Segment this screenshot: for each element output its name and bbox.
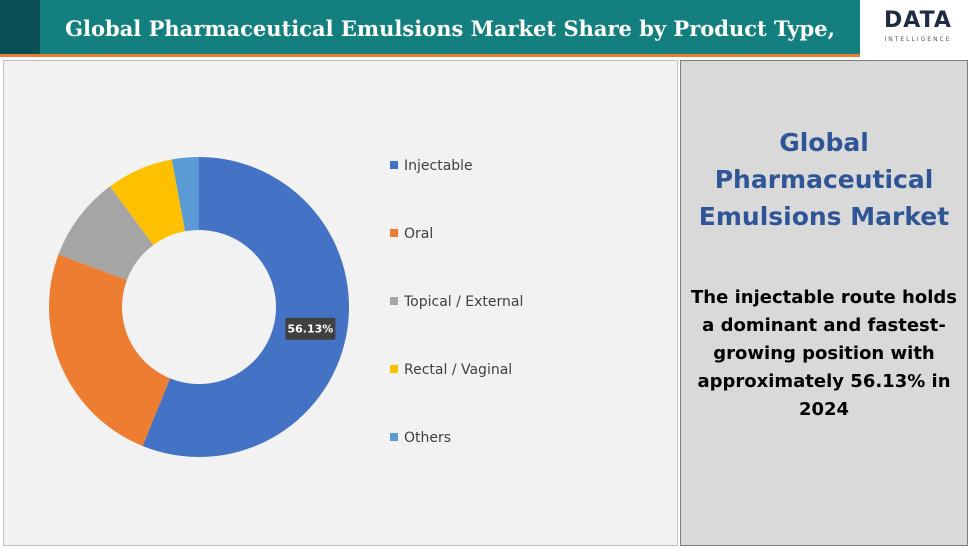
donut-segment <box>171 157 199 232</box>
legend-swatch <box>390 433 398 441</box>
donut-segment <box>58 186 154 281</box>
legend-label: Others <box>404 430 451 446</box>
data-label-box <box>285 317 336 340</box>
logo-name: DATA <box>884 8 952 33</box>
legend-label: Rectal / Vaginal <box>404 362 512 378</box>
chart: 56.13% Injectable Oral Topical / External Re… <box>49 157 523 457</box>
panel-heading: Global Pharmaceutical Emulsions Market <box>698 128 950 231</box>
side-panel <box>680 60 968 546</box>
logo: DATA INTELLIGENCE <box>864 6 972 52</box>
legend-swatch <box>390 161 398 169</box>
legend-swatch <box>390 365 398 373</box>
legend-label: Oral <box>404 226 433 242</box>
donut-segment <box>49 254 171 447</box>
logo-tagline: INTELLIGENCE <box>884 36 952 43</box>
legend-label: Injectable <box>404 158 473 174</box>
donut-segment <box>110 159 186 245</box>
data-label: 56.13% <box>287 323 333 336</box>
legend-swatch <box>390 297 398 305</box>
legend-label: Topical / External <box>403 294 523 310</box>
chart-title: Global Pharmaceutical Emulsions Market S… <box>65 16 835 99</box>
donut-segment <box>142 157 349 457</box>
legend-swatch <box>390 229 398 237</box>
header-bar <box>0 0 860 57</box>
panel-text: The injectable route holds a dominant an… <box>691 287 957 420</box>
